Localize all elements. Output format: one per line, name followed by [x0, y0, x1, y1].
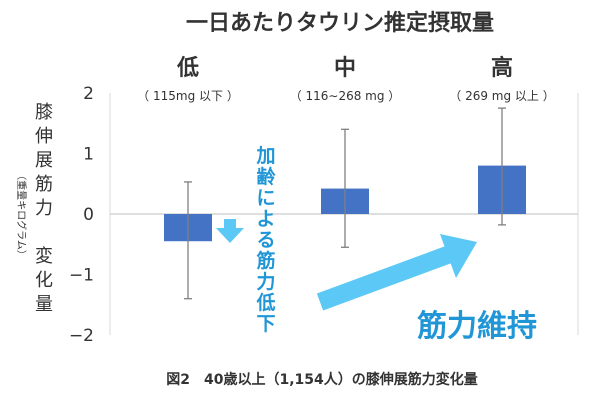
y-tick-label: 0 — [83, 205, 94, 225]
decline-annotation-text: 加齢による筋力低下 — [255, 145, 276, 335]
decline-annotation: 加齢による筋力低下 — [255, 145, 276, 335]
figure-caption: 図2 40歳以上（1,154人）の膝伸展筋力変化量 — [166, 371, 478, 388]
y-tick-label: 1 — [83, 145, 94, 165]
error-bar — [498, 107, 506, 226]
y-axis-unit-text: （重量キログラム） — [15, 170, 28, 260]
maintain-arrow-icon — [316, 234, 477, 311]
y-tick-labels: −2 −1 0 1 2 — [69, 84, 94, 346]
y-tick-label: −1 — [69, 266, 94, 286]
chart-title: 一日あたりタウリン推定摂取量 — [186, 10, 494, 36]
category-label: 中 — [334, 56, 356, 81]
category-label: 低 — [176, 56, 199, 81]
error-bars — [184, 107, 506, 300]
y-axis-label-text: 膝伸展筋力変化量 — [35, 102, 53, 315]
y-axis-label: 膝伸展筋力変化量 — [35, 102, 53, 315]
error-bar — [341, 128, 349, 248]
category-range-label: （ 269 mg 以上 ） — [449, 89, 554, 103]
category-label: 高 — [491, 55, 513, 81]
category-labels: 低中高 — [176, 55, 513, 81]
maintain-annotation: 筋力維持 — [417, 309, 537, 344]
category-range-label: （ 115mg 以下 ） — [137, 89, 239, 103]
y-tick-label: 2 — [83, 84, 94, 104]
y-tick-label: −2 — [69, 326, 94, 346]
error-bar — [184, 181, 192, 300]
y-axis-unit-label: （重量キログラム） — [15, 170, 28, 260]
category-range-label: （ 116∼268 mg ） — [290, 89, 401, 103]
category-range-labels: （ 115mg 以下 ） （ 116∼268 mg ） （ 269 mg 以上 ） — [137, 89, 555, 103]
decline-arrow-icon — [216, 219, 244, 243]
